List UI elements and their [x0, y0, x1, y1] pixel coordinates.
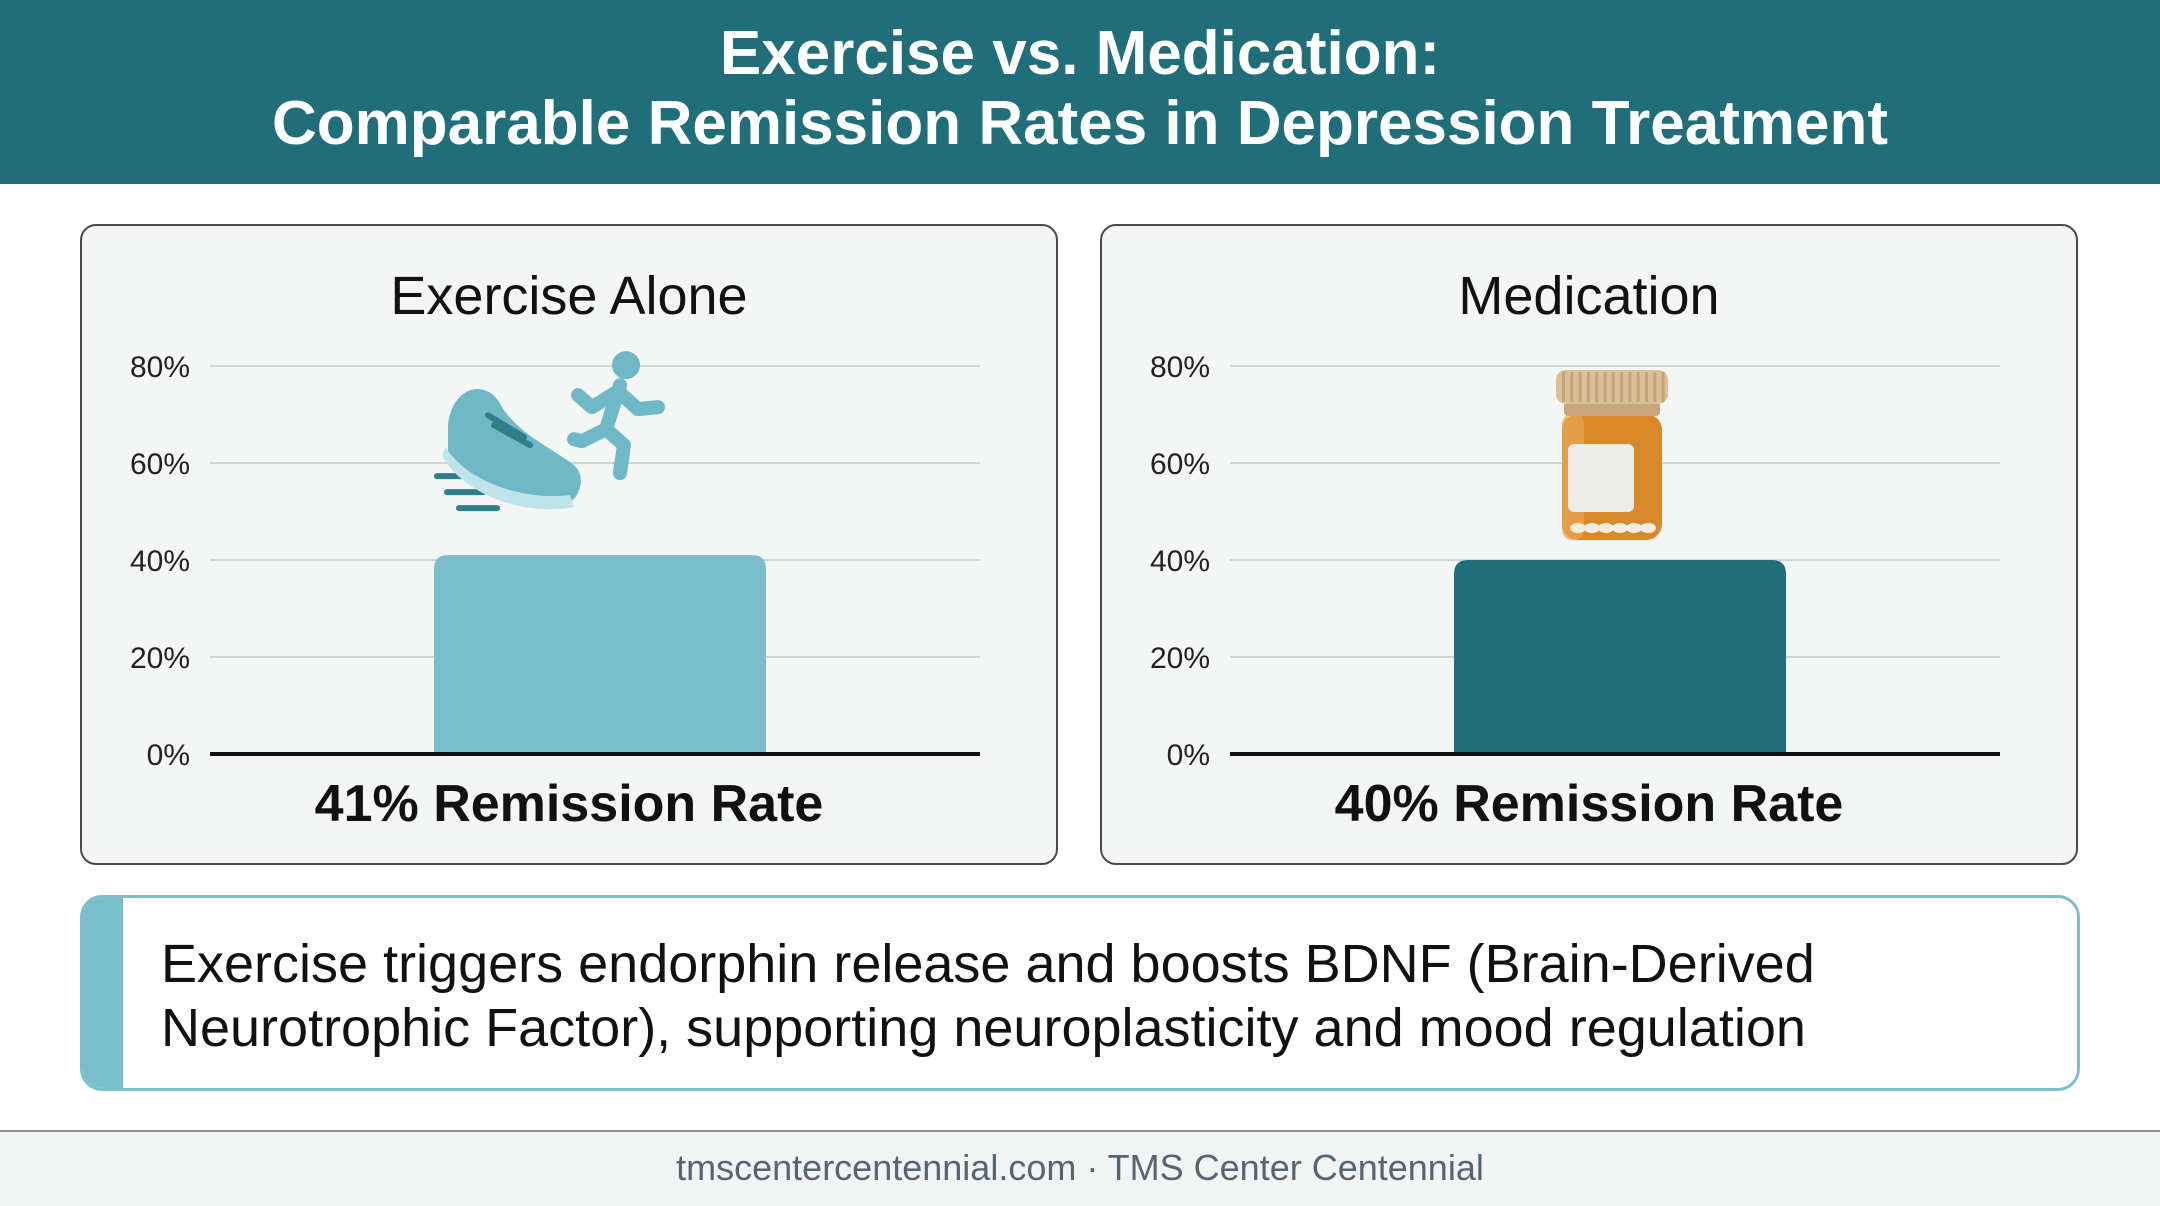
exercise-chart: 0% 20% 40% 60% 80%: [130, 351, 980, 772]
header-banner: Exercise vs. Medication: Comparable Remi…: [0, 0, 2160, 184]
note-accent-bar: [83, 898, 123, 1088]
medication-chart-title: Medication: [1458, 266, 1720, 326]
y-tick-label: 0%: [147, 739, 190, 772]
y-tick-label: 20%: [130, 642, 190, 675]
medication-chart-panel: Medication 0% 20% 40% 60% 80% 40% Remission …: [1100, 224, 2078, 865]
exercise-remission-label: 41% Remission Rate: [314, 775, 824, 833]
page-title-line1: Exercise vs. Medication:: [719, 19, 1441, 88]
running-shoe-and-runner-icon: [434, 351, 665, 512]
note-line-2: Neurotrophic Factor), supporting neuropl…: [161, 998, 1806, 1058]
note-text: Exercise triggers endorphin release and …: [161, 932, 2041, 1060]
y-tick-label: 60%: [1150, 448, 1210, 481]
medication-remission-label: 40% Remission Rate: [1334, 775, 1844, 833]
exercise-chart-panel: Exercise Alone 0% 20% 40% 60% 80% 41% Remiss…: [80, 224, 1058, 865]
y-tick-label: 40%: [130, 545, 190, 578]
pill-bottle-icon: [1556, 370, 1668, 540]
y-tick-label: 20%: [1150, 642, 1210, 675]
bar-exercise-alone: [434, 555, 766, 754]
note-line-1: Exercise triggers endorphin release and …: [161, 934, 1815, 994]
page-title-line2: Comparable Remission Rates in Depression…: [272, 89, 1888, 158]
y-tick-label: 80%: [1150, 351, 1210, 384]
y-tick-label: 0%: [1167, 739, 1210, 772]
y-tick-label: 80%: [130, 351, 190, 384]
footer-credit: tmscentercentennial.com · TMS Center Cen…: [0, 1130, 2160, 1206]
medication-chart: 0% 20% 40% 60% 80%: [1150, 351, 2000, 772]
y-tick-label: 60%: [130, 448, 190, 481]
info-note-box: Exercise triggers endorphin release and …: [80, 895, 2080, 1091]
y-tick-label: 40%: [1150, 545, 1210, 578]
exercise-chart-title: Exercise Alone: [390, 266, 748, 326]
bar-medication: [1454, 560, 1786, 754]
